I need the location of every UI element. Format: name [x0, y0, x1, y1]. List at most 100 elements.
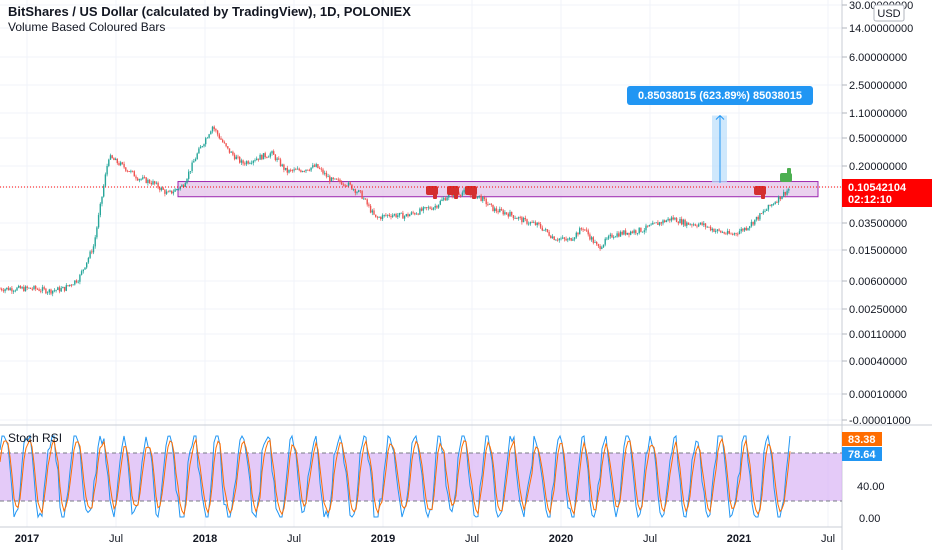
candle-body [599, 246, 601, 249]
candle-body [776, 202, 778, 203]
candle-body [665, 220, 668, 223]
candle-body [313, 165, 316, 167]
candle-body [669, 218, 671, 221]
candle-body [565, 238, 567, 241]
price-axis[interactable]: 14.00000000 6.00000000 2.50000000 1.1000000… [842, 0, 913, 427]
candle-body [18, 285, 20, 288]
osc-tick-0: 0.00 [859, 513, 880, 525]
candle-body [184, 183, 186, 187]
candle-body [271, 151, 273, 154]
candle-body [371, 210, 373, 213]
time-label: 2020 [549, 533, 573, 545]
candle-body [341, 181, 343, 185]
candle-body [43, 287, 45, 289]
candle-body [26, 286, 28, 289]
candle-body [726, 230, 729, 234]
candle-body [638, 227, 640, 234]
candle-body [386, 214, 389, 216]
candle-body [732, 233, 734, 235]
chart-title: BitShares / US Dollar (calculated by Tra… [8, 4, 411, 19]
candle-body [148, 179, 151, 184]
candle-body [35, 286, 37, 289]
candle-body [303, 171, 305, 172]
candle-body [650, 224, 652, 226]
candle-body [630, 231, 632, 235]
candle-body [189, 170, 192, 172]
candle-body [536, 222, 538, 226]
candle-body [609, 234, 611, 237]
stoch-rsi-pane[interactable] [0, 434, 842, 519]
candle-body [375, 214, 377, 217]
candle-body [208, 134, 210, 138]
price-range-measure[interactable]: 0.85038015 (623.89%) 85038015 [627, 86, 813, 183]
currency-button[interactable]: USD [873, 4, 905, 22]
candle-body [402, 212, 404, 219]
candle-body [441, 199, 443, 201]
candle-body [252, 160, 254, 163]
candle-body [511, 211, 513, 216]
candle-body [29, 287, 32, 289]
candle-body [745, 227, 747, 231]
candle-body [211, 126, 214, 132]
candle-body [725, 233, 727, 235]
candle-body [337, 179, 339, 181]
candle-body [410, 212, 413, 215]
candle-body [108, 159, 110, 166]
last-price-value: 0.10542104 [848, 182, 907, 194]
candle-body [432, 207, 435, 210]
candle-body [784, 191, 787, 195]
price-candles[interactable] [0, 125, 790, 297]
candle-body [279, 159, 282, 167]
time-label: Jul [643, 533, 657, 545]
candle-body [264, 153, 266, 158]
candle-body [624, 230, 627, 235]
candle-body [403, 216, 406, 219]
candle-body [689, 224, 691, 226]
candle-body [672, 217, 674, 220]
candle-body [327, 176, 329, 178]
candle-body [332, 177, 334, 180]
candle-body [325, 172, 328, 177]
candle-body [499, 208, 501, 213]
candle-body [533, 222, 535, 224]
candle-body [171, 190, 173, 194]
candle-body [91, 251, 93, 253]
candle-body [274, 154, 277, 161]
candle-body [545, 229, 547, 231]
measure-arrowhead [715, 114, 725, 120]
candle-body [237, 156, 239, 158]
candle-body [249, 162, 251, 164]
candle-body [754, 219, 756, 225]
candle-body [111, 155, 113, 159]
candle-body [497, 211, 499, 213]
candle-body [310, 167, 312, 171]
candle-body [276, 158, 278, 161]
candle-body [82, 269, 84, 272]
candle-body [57, 287, 59, 290]
candle-body [596, 241, 598, 245]
candle-body [293, 169, 295, 171]
candle-body [420, 208, 423, 211]
candle-body [592, 237, 594, 243]
candle-body [495, 208, 498, 212]
candle-body [786, 190, 788, 195]
candle-body [72, 284, 74, 286]
candle-body [157, 182, 159, 188]
time-label: 2019 [371, 533, 395, 545]
candle-body [150, 183, 152, 185]
candle-body [752, 221, 754, 225]
candle-body [546, 229, 549, 232]
candle-body [614, 236, 617, 238]
candle-body [126, 170, 129, 172]
zone-rect[interactable] [177, 181, 819, 198]
candle-body [767, 204, 770, 210]
time-label: 2017 [15, 533, 39, 545]
candle-body [162, 187, 164, 190]
candle-body [723, 232, 725, 234]
candle-body [33, 286, 35, 290]
candle-body [500, 208, 503, 211]
time-axis[interactable]: 2017 Jul 2018 Jul 2019 Jul 2020 Jul 2021 Jul [15, 533, 835, 545]
stoch-k-tag: 83.38 [842, 432, 882, 446]
support-resistance-zone[interactable] [177, 181, 819, 198]
